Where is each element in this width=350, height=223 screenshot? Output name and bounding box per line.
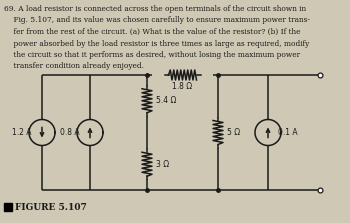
Text: the circuit so that it performs as desired, without losing the maximum power: the circuit so that it performs as desir… [4,51,300,59]
Text: power absorbed by the load resistor is three times as large as required, modify: power absorbed by the load resistor is t… [4,39,309,47]
Text: 1.2 A: 1.2 A [12,128,32,137]
Text: 69. A load resistor is connected across the open terminals of the circuit shown : 69. A load resistor is connected across … [4,5,306,13]
Text: fer from the rest of the circuit. (a) What is the value of the resistor? (b) If : fer from the rest of the circuit. (a) Wh… [4,28,301,36]
Text: 3 Ω: 3 Ω [156,160,169,169]
Text: 5 Ω: 5 Ω [227,128,240,137]
Bar [4,203,12,211]
Text: FIGURE 5.107: FIGURE 5.107 [15,202,87,211]
Text: 0.8 A: 0.8 A [60,128,80,137]
Text: Fig. 5.107, and its value was chosen carefully to ensure maximum power trans-: Fig. 5.107, and its value was chosen car… [4,17,310,25]
Text: 0.1 A: 0.1 A [278,128,298,137]
Text: 5.4 Ω: 5.4 Ω [156,96,176,105]
Text: 1.8 Ω: 1.8 Ω [173,82,193,91]
Text: transfer condition already enjoyed.: transfer condition already enjoyed. [4,62,144,70]
